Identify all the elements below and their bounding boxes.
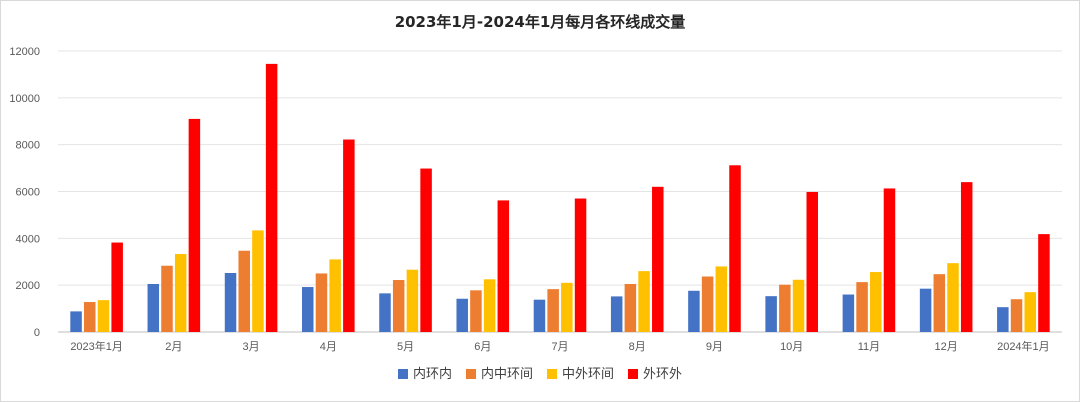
x-tick-label: 4月 xyxy=(320,341,337,353)
bar xyxy=(997,307,1009,332)
bar xyxy=(779,284,791,332)
bar xyxy=(856,282,868,332)
bar xyxy=(919,288,932,332)
bar xyxy=(420,168,432,332)
bar xyxy=(547,289,559,332)
bar xyxy=(70,311,82,332)
y-tick-label: 8000 xyxy=(16,140,40,152)
x-tick-label: 3月 xyxy=(243,341,260,353)
bar xyxy=(638,271,650,332)
y-tick-label: 2000 xyxy=(16,280,40,292)
bar xyxy=(574,198,587,332)
bar xyxy=(806,191,818,332)
x-tick-label: 2月 xyxy=(165,341,182,353)
bar xyxy=(624,283,637,332)
bar xyxy=(497,200,510,332)
x-tick-label: 8月 xyxy=(629,341,646,353)
bar xyxy=(870,272,882,332)
bar xyxy=(406,269,419,332)
chart-title: 2023年1月-2024年1月每月各环线成交量 xyxy=(395,13,686,31)
bar xyxy=(792,279,805,332)
bar xyxy=(715,266,728,332)
bar xyxy=(883,188,896,332)
y-axis-ticks: 0 2000 4000 6000 8000 10000 12000 xyxy=(9,46,40,339)
bar xyxy=(470,290,482,332)
bar xyxy=(188,118,201,333)
legend-swatch xyxy=(398,369,408,379)
bar xyxy=(1024,292,1036,332)
bar xyxy=(610,296,623,332)
y-tick-label: 6000 xyxy=(16,187,40,199)
bar xyxy=(392,280,405,332)
bar xyxy=(701,276,714,332)
bar xyxy=(765,296,777,332)
bar xyxy=(1038,234,1050,332)
x-tick-label: 7月 xyxy=(551,341,568,353)
bar xyxy=(111,242,123,332)
bar xyxy=(688,290,700,332)
y-tick-label: 12000 xyxy=(9,46,40,58)
x-tick-label: 6月 xyxy=(474,341,491,353)
legend-label: 内环内 xyxy=(413,366,452,382)
legend-swatch xyxy=(628,369,638,379)
bar xyxy=(960,182,973,332)
bar xyxy=(561,282,573,332)
bar xyxy=(533,299,546,332)
x-tick-label: 2023年1月 xyxy=(70,339,123,353)
bar xyxy=(224,272,237,332)
bar xyxy=(947,263,959,332)
legend-swatch xyxy=(466,369,476,379)
gridlines xyxy=(58,50,1062,333)
x-tick-label: 12月 xyxy=(935,341,958,353)
legend-label: 内中环间 xyxy=(481,366,533,382)
bar xyxy=(343,139,355,332)
bar xyxy=(161,265,173,332)
x-tick-label: 11月 xyxy=(858,341,880,353)
bar xyxy=(265,63,278,333)
x-tick-label: 2024年1月 xyxy=(997,339,1050,353)
bar xyxy=(252,230,264,332)
legend-label: 中外环间 xyxy=(562,367,614,382)
bar xyxy=(238,250,250,332)
y-tick-label: 0 xyxy=(34,327,40,339)
bar xyxy=(652,186,664,332)
x-tick-label: 9月 xyxy=(706,341,723,353)
bar xyxy=(84,302,96,332)
bar xyxy=(174,254,187,332)
legend-label: 外环外 xyxy=(643,367,682,382)
x-tick-label: 10月 xyxy=(780,341,803,353)
bar xyxy=(329,259,341,332)
bar-series xyxy=(70,63,1050,333)
legend-swatch xyxy=(547,369,557,379)
bar xyxy=(315,273,328,332)
bar xyxy=(1010,299,1023,332)
bar xyxy=(147,283,160,332)
bar xyxy=(483,279,496,332)
x-axis-ticks: 2023年1月 2月 3月 4月 5月 6月 7月 8月 9月 10月 11月 12月 2024年1月 xyxy=(70,339,1049,353)
bar xyxy=(729,165,741,332)
y-tick-label: 4000 xyxy=(16,233,40,245)
bar xyxy=(933,274,946,332)
bar xyxy=(379,293,391,332)
x-tick-label: 5月 xyxy=(397,341,414,353)
bar xyxy=(842,294,855,332)
bar xyxy=(456,298,468,332)
y-tick-label: 10000 xyxy=(9,93,40,105)
bar xyxy=(97,300,110,332)
bar xyxy=(302,287,314,332)
legend: 内环内 内中环间 中外环间 外环外 xyxy=(398,366,682,382)
